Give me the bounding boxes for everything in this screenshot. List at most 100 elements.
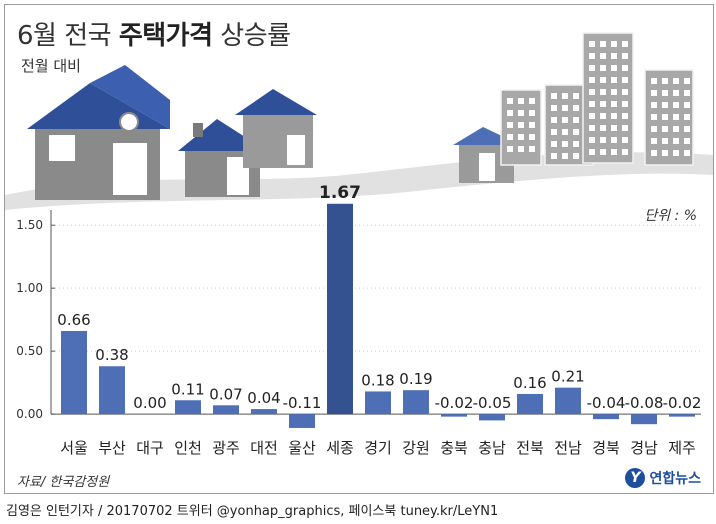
value-label: -0.05 xyxy=(473,394,512,412)
window xyxy=(600,101,606,107)
category-label: 충남 xyxy=(478,439,506,457)
bar-대전 xyxy=(251,409,277,415)
yonhap-logo: Y 연합뉴스 xyxy=(625,467,701,489)
window xyxy=(684,150,690,156)
window xyxy=(684,102,690,108)
logo-mark: Y xyxy=(625,468,646,488)
window xyxy=(662,126,668,132)
window xyxy=(507,146,513,152)
category-label: 전남 xyxy=(554,439,582,457)
window xyxy=(589,125,595,131)
y-tick-label: 0.00 xyxy=(16,407,43,421)
window xyxy=(651,114,657,120)
value-label: -0.04 xyxy=(587,394,626,412)
window xyxy=(651,126,657,132)
bar-충남 xyxy=(479,414,505,421)
window xyxy=(662,138,668,144)
category-label: 경기 xyxy=(364,439,392,457)
window xyxy=(529,110,535,116)
window xyxy=(662,150,668,156)
window xyxy=(651,78,657,84)
window xyxy=(622,53,628,59)
window xyxy=(589,101,595,107)
window xyxy=(673,114,679,120)
window xyxy=(662,114,668,120)
window xyxy=(562,141,568,147)
window xyxy=(611,125,617,131)
category-label: 세종 xyxy=(326,439,354,457)
title-highlight: 주택가격 xyxy=(118,21,213,51)
bar-세종 xyxy=(327,203,353,415)
window xyxy=(507,122,513,128)
window xyxy=(600,113,606,119)
window xyxy=(589,53,595,59)
value-label: 0.66 xyxy=(57,311,90,329)
window xyxy=(684,138,690,144)
window xyxy=(551,117,557,123)
window xyxy=(562,93,568,99)
window xyxy=(622,149,628,155)
window xyxy=(600,125,606,131)
window xyxy=(611,53,617,59)
bar-제주 xyxy=(669,414,695,417)
window xyxy=(600,149,606,155)
window xyxy=(518,98,524,104)
value-label: 0.38 xyxy=(95,346,128,364)
window xyxy=(573,105,579,111)
bar-경남 xyxy=(631,414,657,425)
category-label: 강원 xyxy=(402,439,430,457)
bar-전북 xyxy=(517,393,543,415)
bar-충북 xyxy=(441,414,467,417)
window xyxy=(684,114,690,120)
window xyxy=(562,153,568,159)
window xyxy=(551,105,557,111)
window xyxy=(562,129,568,135)
window xyxy=(611,113,617,119)
window xyxy=(622,101,628,107)
window xyxy=(611,77,617,83)
bar-강원 xyxy=(403,390,429,415)
window xyxy=(651,150,657,156)
category-label: 대전 xyxy=(250,439,278,457)
apartment-buildings xyxy=(500,32,694,166)
value-label: -0.02 xyxy=(663,394,702,412)
bar-부산 xyxy=(99,366,125,415)
window xyxy=(600,137,606,143)
value-label: 0.21 xyxy=(551,368,584,386)
page-title: 6월 전국 주택가격 상승률 xyxy=(17,15,291,52)
value-label: -0.11 xyxy=(283,394,322,412)
infographic-frame: 6월 전국 주택가격 상승률 전월 대비 단위 : % 0.00 0.50 1.00… xyxy=(4,4,714,494)
y-tick-label: 1.50 xyxy=(16,218,43,232)
window xyxy=(507,134,513,140)
house-icon xyxy=(27,65,170,200)
source-label: 자료/ 한국감정원 xyxy=(17,475,110,490)
bar-인천 xyxy=(175,400,201,415)
logo-text: 연합뉴스 xyxy=(649,471,701,487)
window xyxy=(622,113,628,119)
window xyxy=(589,89,595,95)
bar-울산 xyxy=(289,414,315,428)
window xyxy=(662,78,668,84)
window xyxy=(684,78,690,84)
window xyxy=(673,102,679,108)
window xyxy=(600,53,606,59)
bar-경기 xyxy=(365,391,391,415)
title-suffix: 상승률 xyxy=(220,21,291,51)
value-label: 0.16 xyxy=(513,374,546,392)
window xyxy=(651,138,657,144)
window xyxy=(573,93,579,99)
window xyxy=(600,89,606,95)
window xyxy=(551,129,557,135)
window xyxy=(589,137,595,143)
category-label: 경북 xyxy=(592,439,620,457)
window xyxy=(562,105,568,111)
window xyxy=(673,90,679,96)
value-label: 0.07 xyxy=(209,385,242,403)
bar-chart: 0.00 0.50 1.00 1.50 0.66 서울 0.38 부산 0.00 대구 0.11 인천… xyxy=(16,183,702,457)
window xyxy=(622,65,628,71)
window xyxy=(662,90,668,96)
value-label: 0.04 xyxy=(247,389,280,407)
window xyxy=(622,89,628,95)
category-label: 광주 xyxy=(212,439,240,457)
window xyxy=(684,90,690,96)
